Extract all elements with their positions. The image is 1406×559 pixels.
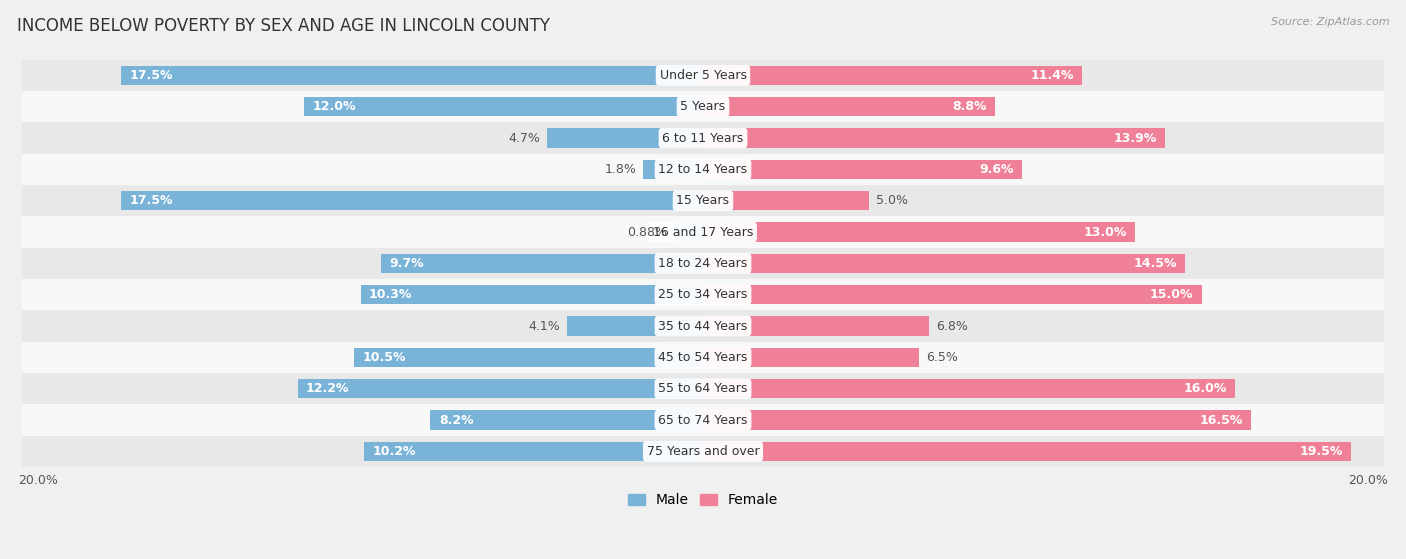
Text: 9.7%: 9.7% <box>389 257 423 270</box>
Text: 9.6%: 9.6% <box>979 163 1014 176</box>
Text: 19.5%: 19.5% <box>1299 445 1343 458</box>
Bar <box>0 310 1406 342</box>
Bar <box>0 185 1406 216</box>
Bar <box>121 191 703 210</box>
Bar <box>381 254 703 273</box>
Text: 16.0%: 16.0% <box>1182 382 1226 395</box>
Text: 11.4%: 11.4% <box>1031 69 1074 82</box>
Bar <box>703 410 1251 430</box>
Bar <box>0 342 1406 373</box>
Bar <box>567 316 703 336</box>
Text: 12.0%: 12.0% <box>312 100 356 113</box>
Text: Source: ZipAtlas.com: Source: ZipAtlas.com <box>1271 17 1389 27</box>
Text: 10.5%: 10.5% <box>363 351 406 364</box>
Bar <box>547 129 703 148</box>
Text: 6.8%: 6.8% <box>935 320 967 333</box>
Bar <box>0 154 1406 185</box>
Bar <box>0 122 1406 154</box>
Bar <box>0 404 1406 435</box>
Text: 65 to 74 Years: 65 to 74 Years <box>658 414 748 427</box>
Bar <box>703 191 869 210</box>
Bar <box>364 442 703 461</box>
Text: 17.5%: 17.5% <box>129 69 173 82</box>
Bar <box>430 410 703 430</box>
Bar <box>0 248 1406 279</box>
Text: 16 and 17 Years: 16 and 17 Years <box>652 225 754 239</box>
Text: 4.1%: 4.1% <box>529 320 560 333</box>
Text: 5.0%: 5.0% <box>876 194 908 207</box>
Bar <box>703 160 1022 179</box>
Text: 5 Years: 5 Years <box>681 100 725 113</box>
Text: 10.3%: 10.3% <box>368 288 412 301</box>
Text: 55 to 64 Years: 55 to 64 Years <box>658 382 748 395</box>
Text: 10.2%: 10.2% <box>373 445 416 458</box>
Text: 6.5%: 6.5% <box>925 351 957 364</box>
Bar <box>354 348 703 367</box>
Text: 12.2%: 12.2% <box>307 382 349 395</box>
Text: 16.5%: 16.5% <box>1199 414 1243 427</box>
Bar <box>0 216 1406 248</box>
Text: 1.8%: 1.8% <box>605 163 637 176</box>
Bar <box>0 60 1406 91</box>
Text: 25 to 34 Years: 25 to 34 Years <box>658 288 748 301</box>
Bar <box>0 435 1406 467</box>
Text: Under 5 Years: Under 5 Years <box>659 69 747 82</box>
Text: 6 to 11 Years: 6 to 11 Years <box>662 131 744 145</box>
Bar <box>673 222 703 241</box>
Bar <box>703 97 995 116</box>
Text: 13.0%: 13.0% <box>1084 225 1126 239</box>
Bar <box>0 373 1406 404</box>
Text: 12 to 14 Years: 12 to 14 Years <box>658 163 748 176</box>
Text: INCOME BELOW POVERTY BY SEX AND AGE IN LINCOLN COUNTY: INCOME BELOW POVERTY BY SEX AND AGE IN L… <box>17 17 550 35</box>
Bar <box>703 222 1135 241</box>
Text: 15 Years: 15 Years <box>676 194 730 207</box>
Text: 45 to 54 Years: 45 to 54 Years <box>658 351 748 364</box>
Bar <box>298 379 703 399</box>
Bar <box>703 379 1234 399</box>
Bar <box>0 279 1406 310</box>
Text: 18 to 24 Years: 18 to 24 Years <box>658 257 748 270</box>
Bar <box>703 316 929 336</box>
Text: 17.5%: 17.5% <box>129 194 173 207</box>
Bar <box>703 348 920 367</box>
Bar <box>703 129 1166 148</box>
Text: 15.0%: 15.0% <box>1150 288 1194 301</box>
Text: 8.2%: 8.2% <box>439 414 474 427</box>
Bar <box>0 91 1406 122</box>
Text: 13.9%: 13.9% <box>1114 131 1157 145</box>
Legend: Male, Female: Male, Female <box>623 488 783 513</box>
Text: 75 Years and over: 75 Years and over <box>647 445 759 458</box>
Text: 35 to 44 Years: 35 to 44 Years <box>658 320 748 333</box>
Bar <box>304 97 703 116</box>
Text: 0.88%: 0.88% <box>627 225 666 239</box>
Bar <box>703 285 1202 305</box>
Text: 8.8%: 8.8% <box>953 100 987 113</box>
Bar <box>703 254 1185 273</box>
Text: 4.7%: 4.7% <box>508 131 540 145</box>
Text: 14.5%: 14.5% <box>1133 257 1177 270</box>
Bar <box>703 65 1081 85</box>
Bar <box>361 285 703 305</box>
Bar <box>121 65 703 85</box>
Bar <box>643 160 703 179</box>
Bar <box>703 442 1351 461</box>
